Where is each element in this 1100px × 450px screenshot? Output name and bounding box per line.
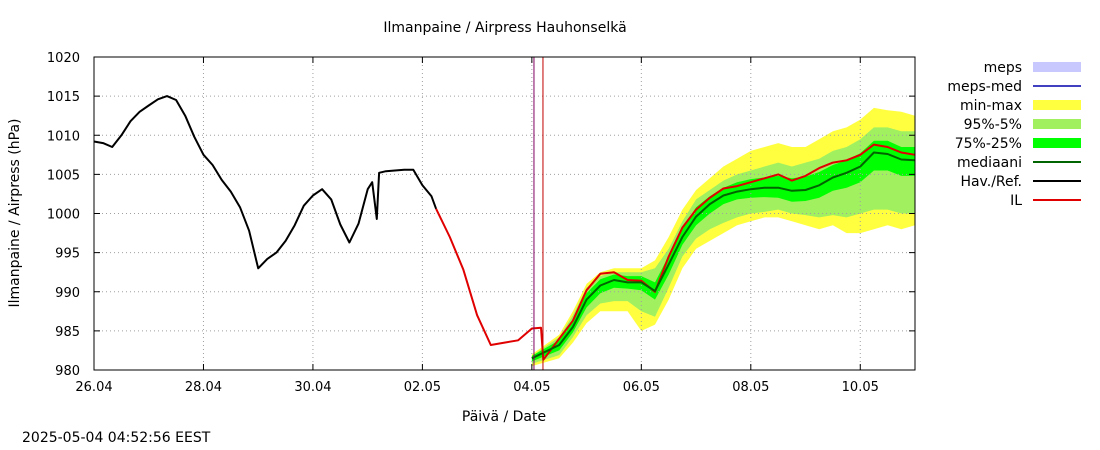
legend-swatch-75-25- [1033, 138, 1081, 148]
legend-label-75-25-: 75%-25% [955, 136, 1022, 152]
legend-label-hav-ref-: Hav./Ref. [960, 174, 1022, 190]
legend-swatch-meps [1033, 62, 1081, 72]
y-tick-label: 1010 [47, 129, 80, 144]
band-75-25- [531, 140, 915, 362]
y-axis-label: Ilmanpaine / Airpress (hPa) [7, 119, 23, 308]
legend-swatch-95-5- [1033, 119, 1081, 129]
timestamp: 2025-05-04 04:52:56 EEST [22, 430, 211, 446]
y-tick-label: 1020 [47, 51, 80, 66]
series-line-hav-ref- [93, 95, 438, 270]
x-axis-label: Päivä / Date [462, 409, 546, 425]
series-lines [93, 95, 916, 361]
x-tick-label: 04.05 [513, 380, 550, 395]
y-tick-labels: 980 985 990 995 1000 1005 1010 1015 1020 [47, 51, 915, 379]
series-line-il [435, 143, 916, 361]
forecast-time-marker [533, 57, 544, 370]
chart-title: Ilmanpaine / Airpress Hauhonselkä [383, 20, 626, 36]
y-tick-label: 1000 [47, 208, 80, 223]
x-tick-label: 30.04 [294, 380, 331, 395]
y-tick-label: 1015 [47, 90, 80, 105]
legend-label-meps-med: meps-med [947, 79, 1022, 95]
x-tick-label: 06.05 [623, 380, 660, 395]
y-tick-label: 995 [55, 247, 80, 262]
x-tick-label: 10.05 [842, 380, 879, 395]
y-tick-label: 1005 [47, 168, 80, 183]
x-tick-label: 08.05 [732, 380, 769, 395]
grid-lines [94, 57, 915, 370]
x-tick-labels: 26.04 28.04 30.04 02.05 04.05 06.05 08.05 10.05 [75, 57, 879, 395]
x-tick-label: 28.04 [185, 380, 222, 395]
legend-label-min-max: min-max [960, 98, 1022, 114]
legend-swatch-min-max [1033, 100, 1081, 110]
legend-label-mediaani: mediaani [957, 155, 1022, 171]
x-tick-label: 02.05 [404, 380, 441, 395]
y-tick-label: 990 [55, 286, 80, 301]
y-tick-label: 980 [55, 364, 80, 379]
x-tick-label: 26.04 [75, 380, 112, 395]
legend-label-95-5-: 95%-5% [964, 117, 1022, 133]
y-tick-label: 985 [55, 325, 80, 340]
legend-label-meps: meps [984, 60, 1022, 76]
legend: meps meps-med min-max 95%-5% 75%-25% mediaani… [947, 60, 1081, 209]
forecast-bands [531, 107, 915, 367]
legend-label-il: IL [1010, 193, 1022, 209]
series-line-mediaani [531, 151, 916, 360]
